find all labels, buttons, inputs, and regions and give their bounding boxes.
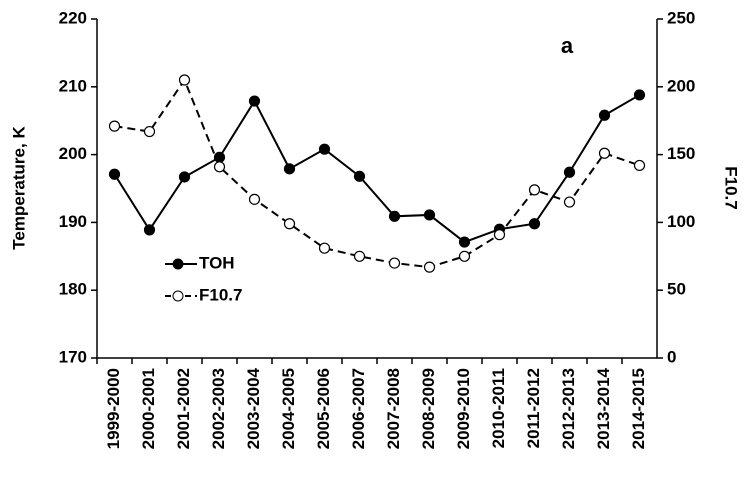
series-point bbox=[493, 229, 506, 241]
series-point bbox=[143, 224, 156, 236]
y-tick-label: 220 bbox=[59, 8, 87, 27]
y-tick-label: 170 bbox=[59, 347, 87, 366]
x-tick-label: 2014-2015 bbox=[629, 368, 648, 449]
series-point bbox=[143, 125, 156, 138]
series-point bbox=[598, 109, 611, 121]
series-point bbox=[388, 210, 401, 222]
series-point bbox=[248, 193, 261, 205]
series-point bbox=[633, 159, 646, 172]
y2-tick-label: 250 bbox=[667, 8, 695, 27]
legend-label: F10.7 bbox=[199, 285, 242, 304]
series-point bbox=[213, 151, 226, 163]
x-tick-label: 2005-2006 bbox=[314, 368, 333, 449]
series-point bbox=[563, 166, 576, 178]
series-point bbox=[528, 184, 541, 196]
x-tick-label: 2010-2011 bbox=[489, 368, 508, 448]
y2-tick-label: 100 bbox=[667, 212, 695, 231]
x-tick-label: 1999-2000 bbox=[104, 368, 123, 449]
x-tick-label: 2009-2010 bbox=[454, 368, 473, 449]
x-tick-label: 2006-2007 bbox=[349, 368, 368, 449]
series-point bbox=[353, 250, 366, 262]
series-point bbox=[598, 147, 611, 159]
y2-axis-label: F10.7 bbox=[722, 166, 741, 209]
x-tick-label: 2001-2002 bbox=[174, 368, 193, 449]
series-line bbox=[114, 77, 640, 269]
series-point bbox=[318, 143, 331, 155]
x-tick-label: 2008-2009 bbox=[419, 368, 438, 449]
y2-tick-label: 150 bbox=[667, 144, 695, 163]
y2-tick-label: 0 bbox=[667, 347, 676, 366]
x-tick-label: 2013-2014 bbox=[594, 367, 613, 449]
y-tick-label: 200 bbox=[59, 144, 87, 163]
series-point bbox=[178, 171, 191, 183]
series-point bbox=[563, 196, 576, 208]
x-tick-label: 2004-2005 bbox=[279, 368, 298, 449]
y-axis-label: Temperature, K bbox=[9, 126, 28, 250]
y-tick-label: 210 bbox=[59, 76, 87, 95]
series-point bbox=[633, 89, 646, 101]
series-point bbox=[178, 74, 191, 86]
series-point bbox=[423, 261, 436, 273]
x-tick-label: 2002-2003 bbox=[209, 368, 228, 449]
series-point bbox=[458, 236, 471, 248]
series-point bbox=[248, 95, 261, 107]
y2-tick-label: 50 bbox=[667, 280, 686, 299]
series-point bbox=[283, 163, 296, 175]
series-line bbox=[113, 94, 641, 244]
x-tick-label: 2012-2013 bbox=[559, 368, 578, 449]
series-point bbox=[108, 120, 121, 132]
series-point bbox=[213, 161, 226, 173]
series-point bbox=[283, 218, 296, 230]
y2-tick-label: 200 bbox=[667, 76, 695, 95]
series-point bbox=[108, 168, 121, 180]
series-point bbox=[423, 209, 436, 221]
x-tick-label: 2003-2004 bbox=[244, 367, 263, 449]
legend-marker bbox=[172, 258, 184, 270]
legend-label: TOH bbox=[199, 253, 235, 272]
y-tick-label: 180 bbox=[59, 280, 87, 299]
series-point bbox=[318, 242, 331, 254]
legend-marker bbox=[172, 290, 184, 302]
x-tick-label: 2000-2001 bbox=[139, 368, 158, 449]
series-point bbox=[388, 257, 401, 269]
x-tick-label: 2011-2012 bbox=[524, 368, 543, 448]
series-point bbox=[458, 250, 471, 262]
y-tick-label: 190 bbox=[59, 212, 87, 231]
annotation: a bbox=[561, 33, 574, 58]
x-tick-label: 2007-2008 bbox=[384, 368, 403, 449]
series-point bbox=[353, 170, 366, 182]
series-point bbox=[528, 218, 541, 230]
